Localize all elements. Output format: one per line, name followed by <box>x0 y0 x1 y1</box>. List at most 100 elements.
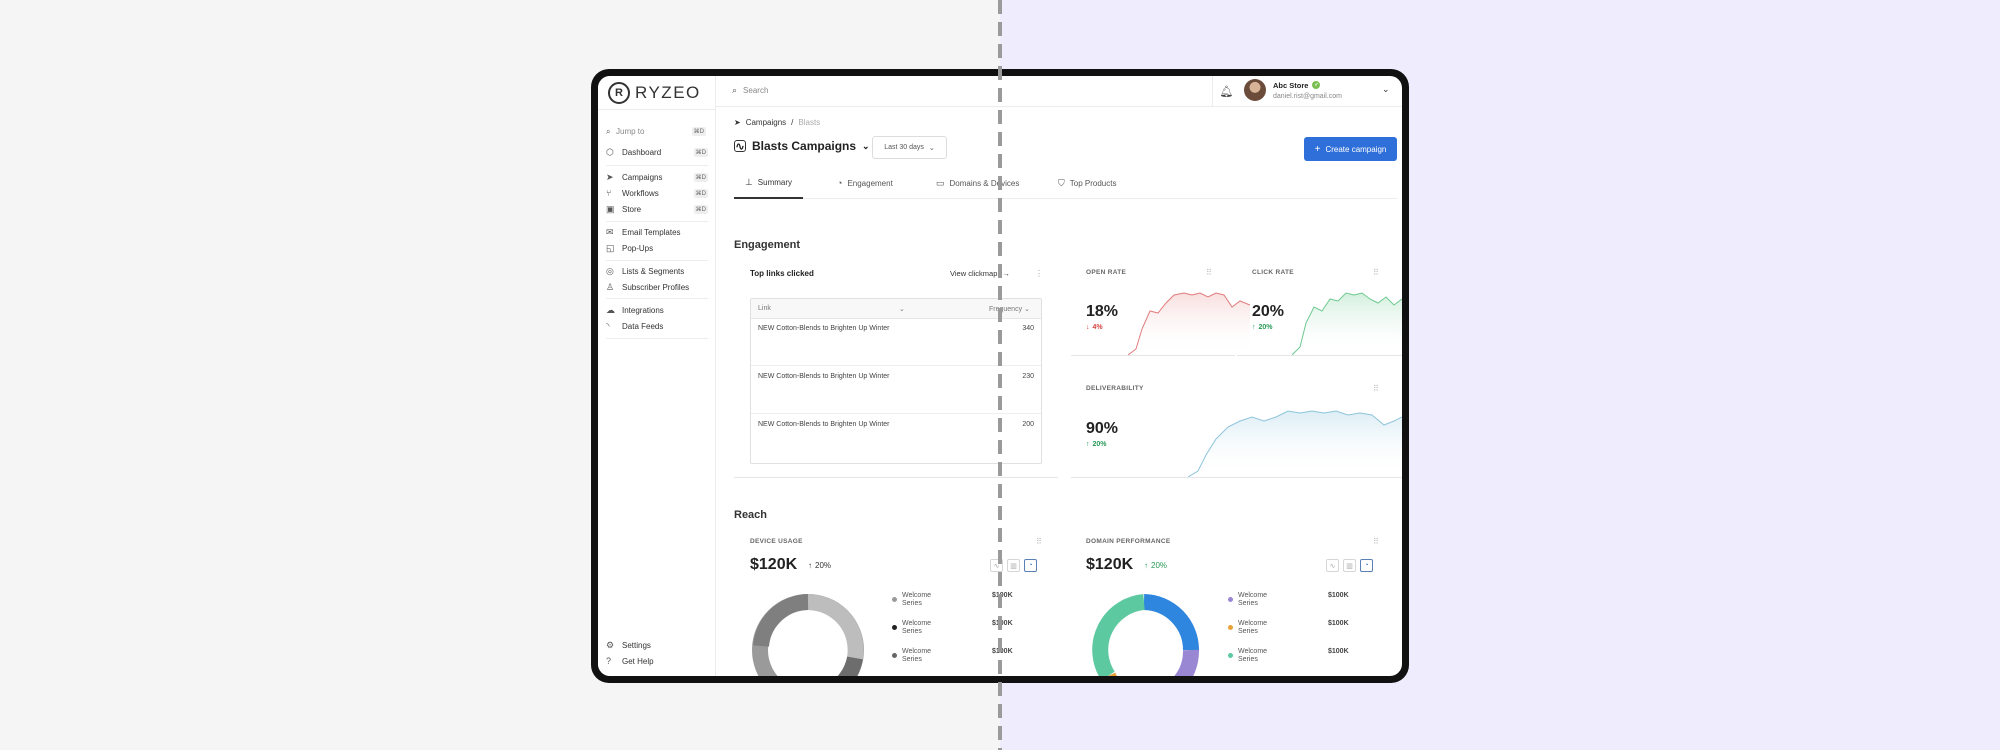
table-row[interactable]: NEW Cotton-Blends to Brighten Up Winter … <box>751 319 1041 366</box>
sidebar-item-data-feeds[interactable]: ◝ Data Feeds <box>606 319 708 333</box>
bell-icon: 🔔︎ <box>1219 86 1234 98</box>
user-name-row: Abc Store ✓ <box>1273 81 1342 90</box>
column-header-frequency-label: Frequency <box>989 306 1023 313</box>
legend-dot <box>1228 597 1233 602</box>
lists-icon: ◎ <box>606 265 614 276</box>
sidebar-item-integrations[interactable]: ☁ Integrations <box>606 303 708 317</box>
sidebar-item-label: Settings <box>622 640 651 650</box>
domain-performance-delta: ↑ 20% <box>1144 561 1167 570</box>
notifications-button[interactable]: 🔔︎ <box>1212 76 1240 107</box>
brand-logo[interactable]: R RYZEO <box>608 82 701 104</box>
column-header-link[interactable]: Link <box>758 305 771 312</box>
sidebar-item-get-help[interactable]: ? Get Help <box>606 654 708 668</box>
chevron-down-icon[interactable]: ⌄ <box>1382 84 1390 94</box>
sidebar-item-label: Integrations <box>622 305 664 315</box>
column-header-frequency[interactable]: Frequency ⌄ <box>989 306 1030 313</box>
line-chart-view-button[interactable]: ∿ <box>1326 559 1339 572</box>
legend-dot <box>1228 625 1233 630</box>
dashboard-icon: ⬡ <box>606 146 614 157</box>
legend-name: Welcome Series <box>902 620 932 635</box>
store-icon: ▣ <box>606 203 615 214</box>
nav-divider <box>606 338 708 339</box>
drag-handle-icon[interactable]: ⠿ <box>1373 268 1379 277</box>
tab-top-products[interactable]: ⛉ Top Products <box>1058 167 1116 199</box>
create-campaign-button[interactable]: + Create campaign <box>1304 137 1397 161</box>
nav-divider <box>606 298 708 299</box>
jump-to-input[interactable]: ⌕ Jump to ⌘D <box>606 124 706 139</box>
tab-domains-devices[interactable]: ▭ Domains & Devices <box>936 167 1019 199</box>
open-rate-sparkline <box>1128 292 1250 355</box>
card-divider <box>1071 477 1402 478</box>
table-row[interactable]: NEW Cotton-Blends to Brighten Up Winter … <box>751 415 1041 462</box>
legend-item: Welcome Series $100K <box>1228 619 1368 641</box>
legend-name: Welcome Series <box>902 648 932 663</box>
tab-label: Top Products <box>1069 178 1117 188</box>
drag-handle-icon[interactable]: ⠿ <box>1206 268 1212 277</box>
device-usage-delta-value: 20% <box>815 561 832 570</box>
legend-name: Welcome Series <box>1238 620 1268 635</box>
mail-icon: ✉ <box>606 226 614 237</box>
page-title-dropdown[interactable]: ∿ Blasts Campaigns ⌄ <box>734 139 870 153</box>
sidebar-item-pop-ups[interactable]: ◱ Pop-Ups <box>606 241 708 255</box>
page-title: Blasts Campaigns <box>752 139 857 153</box>
deliverability-delta-value: 20% <box>1092 441 1107 448</box>
breadcrumb-parent[interactable]: Campaigns <box>745 118 787 127</box>
date-range-select[interactable]: Last 30 days ⌄ <box>872 136 947 159</box>
drag-handle-icon[interactable]: ⠿ <box>1036 537 1042 546</box>
sidebar-item-subscriber-profiles[interactable]: ♙ Subscriber Profiles <box>606 280 708 294</box>
sidebar: R RYZEO ⌕ Jump to ⌘D ⬡ Dashboard ⌘D ➤ Ca… <box>598 76 716 676</box>
click-rate-delta: ↑ 20% <box>1252 324 1273 331</box>
open-rate-delta: ↓ 4% <box>1086 324 1103 331</box>
sidebar-item-email-templates[interactable]: ✉ Email Templates <box>606 225 708 239</box>
shortcut-badge: ⌘D <box>693 172 708 182</box>
drag-handle-icon[interactable]: ⠿ <box>1373 384 1379 393</box>
domain-performance-value: $120K <box>1086 556 1134 573</box>
jump-shortcut: ⌘D <box>691 127 706 136</box>
sidebar-item-workflows[interactable]: ⑂ Workflows ⌘D <box>606 186 708 200</box>
sidebar-item-store[interactable]: ▣ Store ⌘D <box>606 202 708 216</box>
logo-mark-icon: R <box>608 82 630 104</box>
view-clickmap-link[interactable]: View clickmap → <box>950 269 1010 278</box>
bar-chart-view-button[interactable]: ▥ <box>1007 559 1020 572</box>
open-rate-label: OPEN RATE <box>1086 269 1127 276</box>
row-link: NEW Cotton-Blends to Brighten Up Winter <box>758 325 890 332</box>
row-frequency: 230 <box>1022 373 1034 380</box>
open-rate-delta-value: 4% <box>1092 324 1103 331</box>
sidebar-item-label: Lists & Segments <box>622 266 685 276</box>
drag-handle-icon[interactable]: ⠿ <box>1373 537 1379 546</box>
tab-label: Engagement <box>847 178 893 188</box>
search-input[interactable]: ⌕ Search <box>732 85 768 96</box>
user-menu[interactable]: Abc Store ✓ daniel.rist@gmail.com <box>1244 79 1342 101</box>
table-row[interactable]: NEW Cotton-Blends to Brighten Up Winter … <box>751 367 1041 414</box>
chevron-down-icon[interactable]: ⌄ <box>899 306 905 313</box>
breadcrumb-separator: / <box>791 118 794 127</box>
legend-item: Welcome Series $100K <box>892 619 1032 641</box>
donut-chart-view-button[interactable]: ◔ <box>1360 559 1373 572</box>
nav-divider <box>606 221 708 222</box>
tab-summary[interactable]: ⊥ Summary <box>734 167 803 199</box>
legend-item: Welcome Series $100K <box>1228 591 1368 613</box>
sidebar-item-settings[interactable]: ⚙ Settings <box>606 638 708 652</box>
donut-chart-view-button[interactable]: ◔ <box>1024 559 1037 572</box>
tab-engagement[interactable]: ◔ Engagement <box>837 167 893 199</box>
bar-chart-view-button[interactable]: ▥ <box>1343 559 1356 572</box>
bar-chart-icon: ⊥ <box>744 176 753 187</box>
search-icon: ⌕ <box>606 126 611 136</box>
legend-value: $100K <box>992 592 1013 599</box>
blast-icon: ∿ <box>734 140 746 153</box>
legend-dot <box>1228 653 1233 658</box>
bag-icon: ⛉ <box>1058 177 1065 188</box>
line-chart-view-button[interactable]: ∿ <box>990 559 1003 572</box>
top-links-table: Link ⌄ Frequency ⌄ NEW Cotton-Blends to … <box>750 298 1042 464</box>
comparison-divider[interactable] <box>998 0 1002 750</box>
breadcrumb-current: Blasts <box>798 118 821 127</box>
sidebar-item-lists-segments[interactable]: ◎ Lists & Segments <box>606 264 708 278</box>
sidebar-item-campaigns[interactable]: ➤ Campaigns ⌘D <box>606 170 708 184</box>
popup-icon: ◱ <box>606 242 615 253</box>
sidebar-item-label: Get Help <box>622 656 654 666</box>
sidebar-item-dashboard[interactable]: ⬡ Dashboard ⌘D <box>606 145 708 159</box>
more-options-icon[interactable]: ⋮ <box>1035 269 1043 278</box>
card-divider <box>734 477 1058 478</box>
row-frequency: 340 <box>1022 325 1034 332</box>
user-name: Abc Store <box>1273 80 1309 90</box>
